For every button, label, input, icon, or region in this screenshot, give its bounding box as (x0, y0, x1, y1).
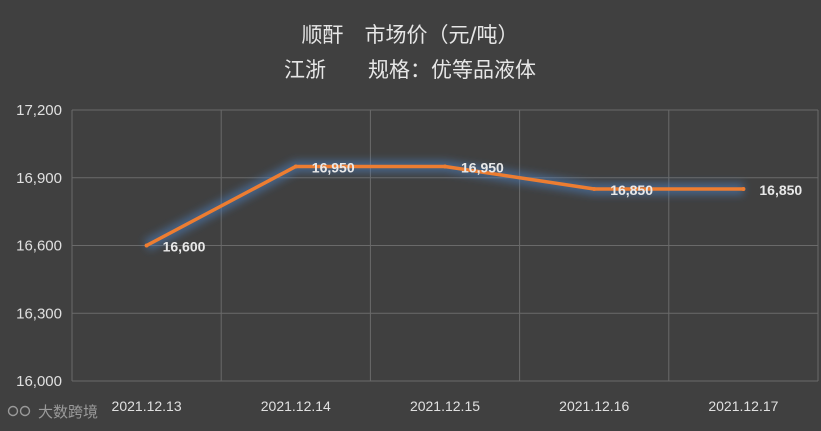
data-label: 16,600 (163, 239, 206, 255)
x-tick-label: 2021.12.16 (559, 398, 629, 414)
data-point (293, 164, 298, 169)
x-tick-label: 2021.12.13 (112, 398, 182, 414)
data-point (443, 164, 447, 169)
chart-title-line-1: 顺酐 市场价（元/吨） (301, 23, 518, 47)
series-line-glow (143, 160, 744, 251)
y-tick-label: 17,200 (16, 102, 62, 119)
y-tick-label: 16,600 (16, 238, 62, 255)
data-point (592, 187, 597, 192)
data-label: 16,950 (312, 159, 355, 175)
data-label: 16,850 (610, 182, 653, 198)
data-point (741, 187, 746, 192)
watermark-logo-icon (7, 405, 19, 417)
watermark-text: 大数跨境 (38, 403, 98, 421)
x-tick-label: 2021.12.15 (410, 398, 480, 414)
watermark: 大数跨境 (7, 403, 98, 421)
y-tick-label: 16,300 (16, 305, 62, 322)
y-tick-label: 16,000 (16, 373, 62, 390)
data-point (144, 243, 149, 248)
watermark-logo-icon-2 (19, 405, 31, 417)
data-label: 16,850 (759, 182, 802, 198)
chart-title-line-2: 江浙 规格：优等品液体 (284, 58, 536, 82)
data-label: 16,950 (461, 159, 504, 175)
series-line (144, 164, 746, 248)
x-tick-label: 2021.12.14 (261, 398, 331, 414)
x-tick-label: 2021.12.17 (708, 398, 778, 414)
y-tick-label: 16,900 (16, 170, 62, 187)
